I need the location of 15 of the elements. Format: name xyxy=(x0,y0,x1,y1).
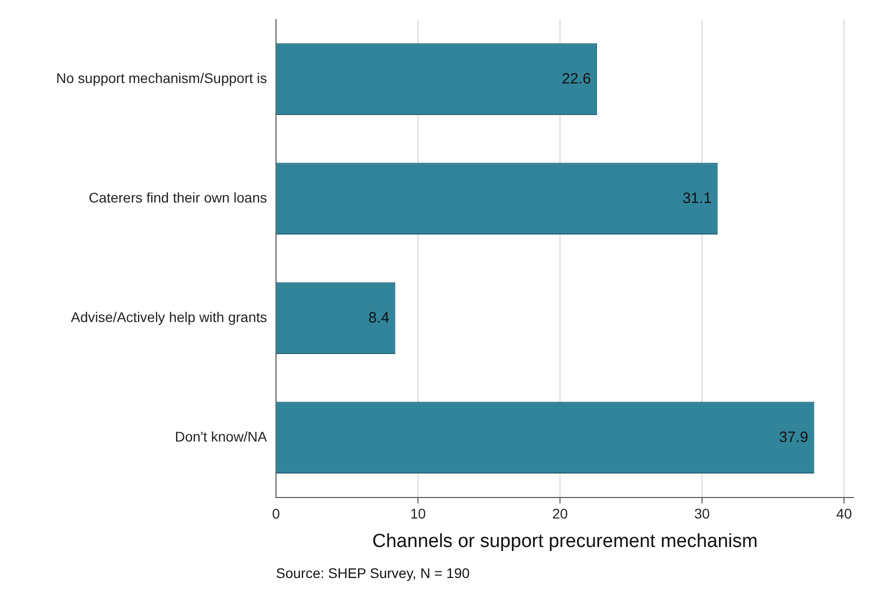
source-note: Source: SHEP Survey, N = 190 xyxy=(276,564,470,581)
x-tick-label: 40 xyxy=(836,506,852,522)
data-label: 22.6 xyxy=(562,70,591,88)
y-tick-label: Don't know/NA xyxy=(174,428,268,445)
x-tick-label: 10 xyxy=(410,506,426,522)
y-tick-label: Caterers find their own loans xyxy=(88,190,267,206)
x-tick-label: 20 xyxy=(552,506,568,522)
data-label: 8.4 xyxy=(368,309,390,326)
x-tick-label: 30 xyxy=(694,506,710,522)
data-label: 31.1 xyxy=(682,190,712,207)
y-tick-label: No support mechanism/Support is xyxy=(56,70,267,86)
x-tick-label: 0 xyxy=(272,506,280,522)
data-label: 37.9 xyxy=(779,428,808,446)
y-tick-label: Advise/Actively help with grants xyxy=(70,309,267,326)
x-axis-title: Channels or support precurement mechanism xyxy=(372,530,758,552)
